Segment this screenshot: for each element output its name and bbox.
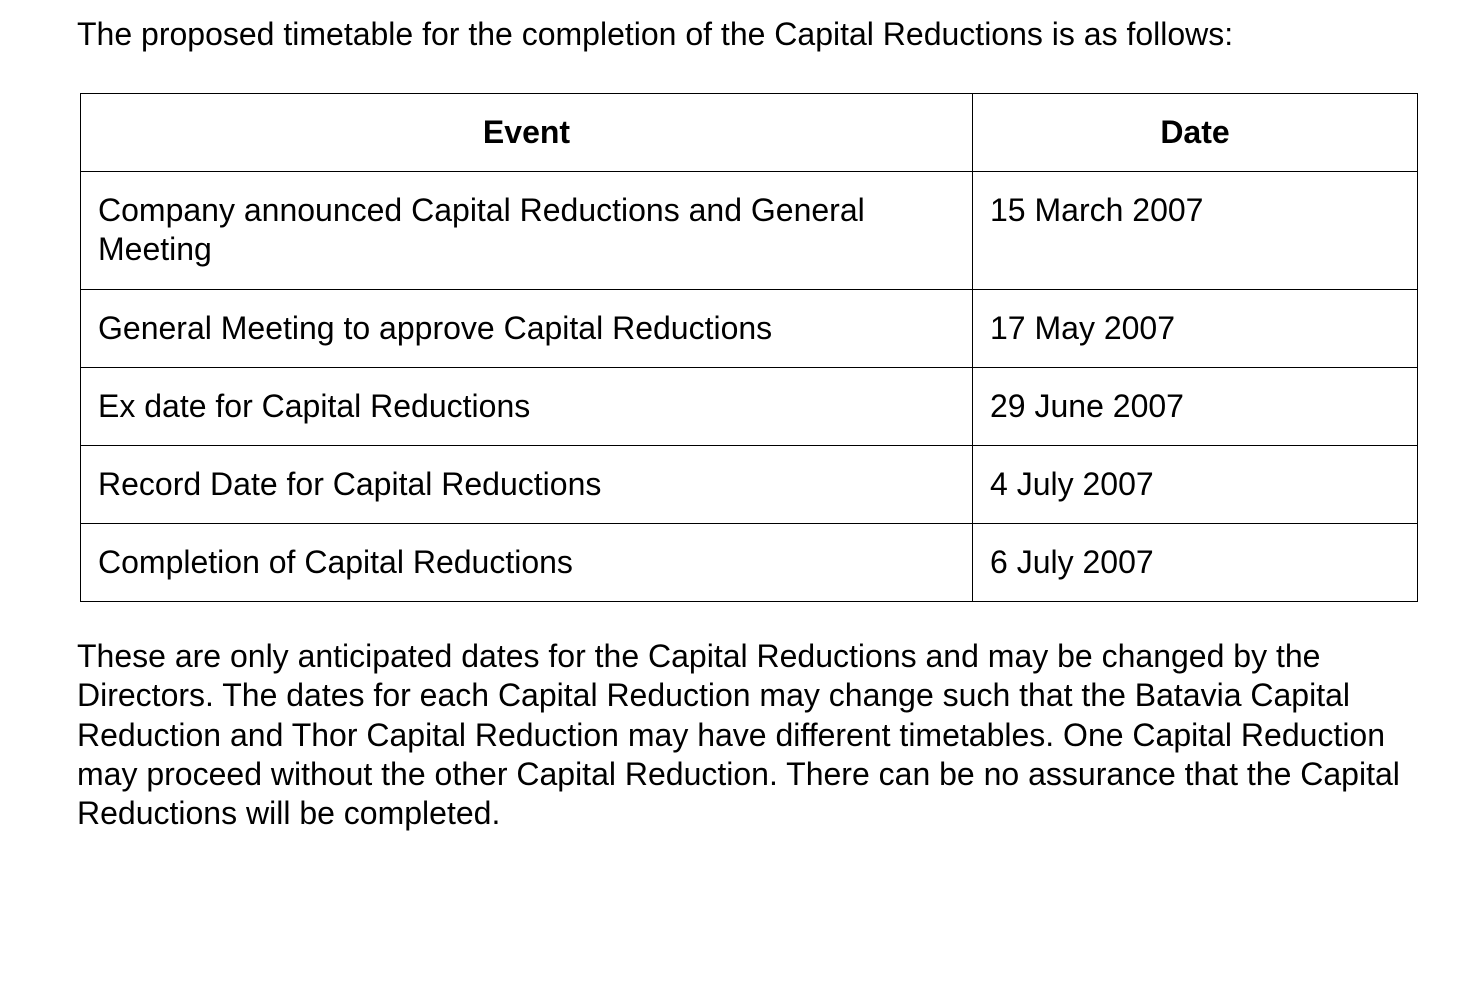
date-cell: 6 July 2007 (972, 523, 1418, 602)
date-cell: 17 May 2007 (972, 289, 1418, 368)
timetable: Event Date Company announced Capital Red… (80, 93, 1418, 602)
table-row: Completion of Capital Reductions 6 July 2… (80, 523, 1418, 602)
date-cell: 29 June 2007 (972, 367, 1418, 446)
event-cell: Company announced Capital Reductions and… (80, 171, 973, 290)
table-row: Record Date for Capital Reductions 4 July… (80, 445, 1418, 524)
intro-paragraph: The proposed timetable for the completio… (77, 16, 1234, 52)
date-cell: 4 July 2007 (972, 445, 1418, 524)
closing-paragraph: These are only anticipated dates for the… (77, 638, 1400, 832)
column-header-event: Event (80, 93, 973, 172)
event-cell: General Meeting to approve Capital Reduc… (80, 289, 973, 368)
table-row: Ex date for Capital Reductions 29 June 20… (80, 367, 1418, 446)
table-header-row: Event Date (80, 93, 1418, 172)
event-cell: Ex date for Capital Reductions (80, 367, 973, 446)
column-header-date: Date (972, 93, 1418, 172)
event-cell: Completion of Capital Reductions (80, 523, 973, 602)
table-row: General Meeting to approve Capital Reduc… (80, 289, 1418, 368)
table-row: Company announced Capital Reductions and… (80, 171, 1418, 290)
event-cell: Record Date for Capital Reductions (80, 445, 973, 524)
date-cell: 15 March 2007 (972, 171, 1418, 290)
